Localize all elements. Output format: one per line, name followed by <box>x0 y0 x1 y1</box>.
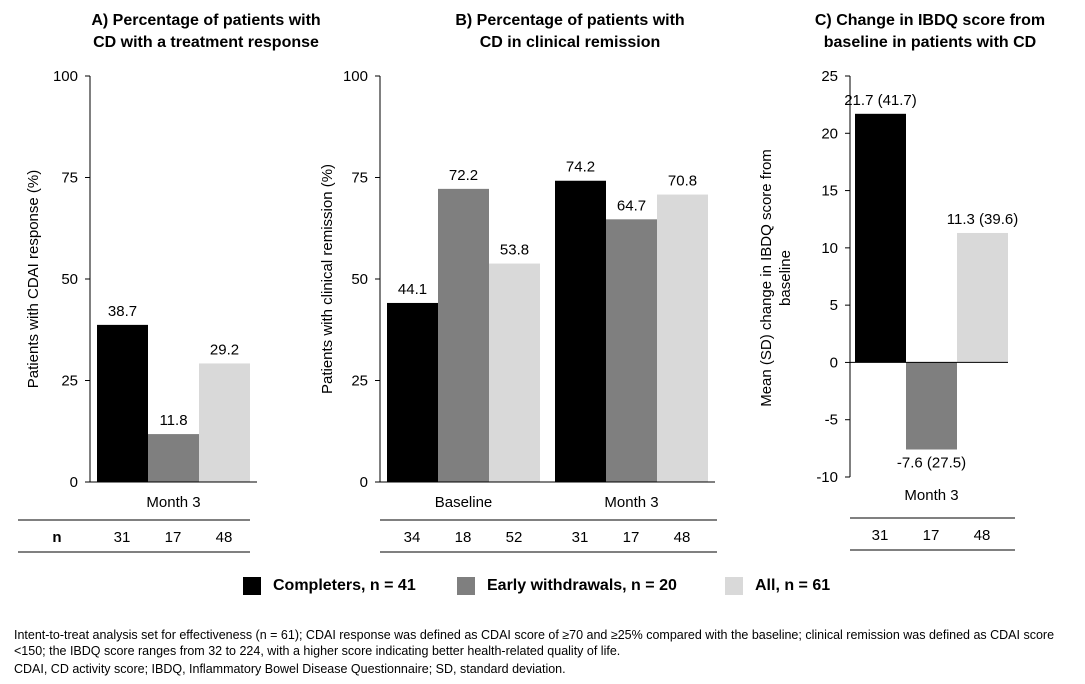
y-tick-label: 0 <box>70 474 78 491</box>
figure: A) Percentage of patients with CD with a … <box>18 12 1045 553</box>
category-label: Month 3 <box>604 494 658 511</box>
footnotes: Intent-to-treat analysis set for effecti… <box>14 627 1074 679</box>
y-tick-label: 0 <box>360 474 368 491</box>
y-tick-label: 25 <box>351 373 368 390</box>
category-label: Baseline <box>435 494 493 511</box>
bar-all <box>199 363 250 482</box>
y-axis-label: Patients with clinical remission (%) <box>319 164 336 394</box>
chart-title-line: CD in clinical remission <box>480 34 661 51</box>
legend-swatch-completers <box>243 577 261 595</box>
y-tick-label: -5 <box>825 412 838 429</box>
data-label-completers: 38.7 <box>108 303 137 320</box>
y-tick-label: 5 <box>830 297 838 314</box>
n-value: 48 <box>216 529 233 546</box>
legend-item-early-withdrawals: Early withdrawals, n = 20 <box>457 577 677 595</box>
legend-label-completers: Completers, n = 41 <box>273 577 416 594</box>
legend-label-all: All, n = 61 <box>755 577 831 594</box>
chart-panel-a: A) Percentage of patients with CD with a … <box>18 12 321 553</box>
n-value: 17 <box>623 529 640 546</box>
chart-title-line: CD with a treatment response <box>93 34 319 51</box>
y-tick-label: 100 <box>343 68 368 85</box>
y-axis-label: Mean (SD) change in IBDQ score from basel… <box>758 149 794 407</box>
data-label-completers: 74.2 <box>566 159 595 176</box>
chart-panel-c: C) Change in IBDQ score from baseline in … <box>758 12 1045 551</box>
footnote-definitions: Intent-to-treat analysis set for effecti… <box>14 628 1055 658</box>
legend-swatch-early-withdrawals <box>457 577 475 595</box>
chart-panel-b: B) Percentage of patients with CD in clin… <box>319 12 717 553</box>
y-axis-label-line: Patients with CDAI response (%) <box>25 170 42 388</box>
data-label-early-withdrawals: 11.8 <box>159 412 187 429</box>
y-tick-label: 100 <box>53 68 78 85</box>
y-axis-label-line: Mean (SD) change in IBDQ score from <box>758 149 775 407</box>
n-value: 48 <box>674 529 691 546</box>
y-tick-label: -10 <box>816 469 838 486</box>
data-label-all: 53.8 <box>500 242 529 259</box>
legend: Completers, n = 41 Early withdrawals, n … <box>0 577 1085 601</box>
bar-completers <box>855 113 906 363</box>
y-axis-label-line: baseline <box>777 250 794 306</box>
data-label-completers: 44.1 <box>398 281 427 298</box>
data-label-early-withdrawals: 64.7 <box>617 197 646 214</box>
n-value: 17 <box>165 529 182 546</box>
y-tick-label: 10 <box>821 240 838 257</box>
data-label-all: 29.2 <box>210 341 239 358</box>
bar-completers <box>387 302 438 482</box>
legend-item-completers: Completers, n = 41 <box>243 577 416 595</box>
n-value: 31 <box>572 529 589 546</box>
n-value: 17 <box>923 527 940 544</box>
y-tick-label: 15 <box>821 183 838 200</box>
n-value: 52 <box>506 529 523 546</box>
bar-all <box>657 194 708 482</box>
category-label: Month 3 <box>904 487 958 504</box>
data-label-all: 70.8 <box>668 173 697 190</box>
data-label-completers: 21.7 (41.7) <box>844 92 917 109</box>
y-tick-label: 25 <box>821 68 838 85</box>
n-value: 34 <box>404 529 421 546</box>
bar-early-withdrawals <box>906 362 957 450</box>
legend-item-all: All, n = 61 <box>725 577 830 595</box>
y-tick-label: 50 <box>351 271 368 288</box>
chart-title-line: A) Percentage of patients with <box>91 12 320 29</box>
bar-completers <box>555 180 606 483</box>
y-tick-label: 20 <box>821 125 838 142</box>
data-label-early-withdrawals: 72.2 <box>449 167 478 184</box>
bar-early-withdrawals <box>438 188 489 483</box>
y-tick-label: 75 <box>61 170 78 187</box>
category-label: Month 3 <box>146 494 200 511</box>
n-value: 18 <box>455 529 472 546</box>
n-value: 48 <box>974 527 991 544</box>
y-tick-label: 25 <box>61 373 78 390</box>
bar-early-withdrawals <box>606 219 657 482</box>
data-label-all: 11.3 (39.6) <box>947 211 1018 228</box>
y-tick-label: 75 <box>351 170 368 187</box>
n-value: 31 <box>872 527 889 544</box>
legend-swatch-all <box>725 577 743 595</box>
y-axis-label: Patients with CDAI response (%) <box>25 170 42 388</box>
y-tick-label: 50 <box>61 271 78 288</box>
bar-completers <box>97 324 148 482</box>
chart-title-line: B) Percentage of patients with <box>455 12 684 29</box>
y-axis-label-line: Patients with clinical remission (%) <box>319 164 336 394</box>
bar-all <box>957 232 1008 363</box>
footnote-abbreviations: CDAI, CD activity score; IBDQ, Inflammat… <box>14 662 566 676</box>
bar-all <box>489 263 540 482</box>
n-value: 31 <box>114 529 131 546</box>
y-tick-label: 0 <box>830 354 838 371</box>
bar-early-withdrawals <box>148 434 199 482</box>
n-row-label: n <box>52 529 61 546</box>
chart-title-line: baseline in patients with CD <box>824 34 1036 51</box>
data-label-early-withdrawals: -7.6 (27.5) <box>897 455 966 472</box>
legend-label-early-withdrawals: Early withdrawals, n = 20 <box>487 577 677 594</box>
chart-title-line: C) Change in IBDQ score from <box>815 12 1045 29</box>
